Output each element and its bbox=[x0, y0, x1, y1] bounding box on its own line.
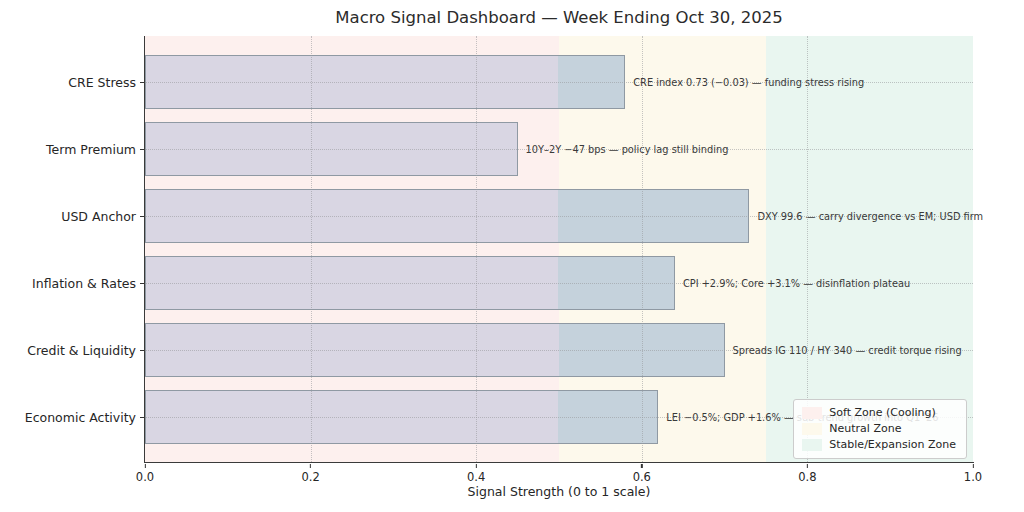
x-axis-ticks: 0.0 0.2 0.4 0.6 0.8 1.0 bbox=[145, 464, 973, 486]
macro-signal-dashboard-chart: Macro Signal Dashboard — Week Ending Oct… bbox=[0, 0, 1024, 512]
bar-row: CRE Stress CRE index 0.73 (−0.03) — fund… bbox=[145, 48, 973, 115]
y-axis-label: Term Premium bbox=[46, 141, 136, 156]
x-tick: 1.0 bbox=[964, 464, 982, 484]
bar-annotation: CPI +2.9%; Core +3.1% — disinflation pla… bbox=[683, 277, 910, 288]
legend-entry: Soft Zone (Cooling) bbox=[802, 406, 956, 419]
legend: Soft Zone (Cooling) Neutral Zone Stable/… bbox=[793, 399, 967, 459]
x-tick: 0.2 bbox=[301, 464, 319, 484]
y-axis-label: Economic Activity bbox=[25, 409, 136, 424]
legend-entry: Neutral Zone bbox=[802, 422, 956, 435]
y-axis-label: CRE Stress bbox=[68, 74, 136, 89]
x-tick-label: 1.0 bbox=[964, 470, 982, 484]
vertical-gridline bbox=[476, 36, 477, 462]
y-axis-label: Inflation & Rates bbox=[32, 275, 136, 290]
x-tick: 0.0 bbox=[136, 464, 154, 484]
x-tick: 0.8 bbox=[798, 464, 816, 484]
y-axis-label: USD Anchor bbox=[61, 208, 136, 223]
bar-annotation: Spreads IG 110 / HY 340 — credit torque … bbox=[733, 344, 962, 355]
bar-row: Inflation & Rates CPI +2.9%; Core +3.1% … bbox=[145, 249, 973, 316]
legend-label: Soft Zone (Cooling) bbox=[829, 406, 936, 419]
x-tick-label: 0.6 bbox=[633, 470, 651, 484]
bar-annotation: CRE index 0.73 (−0.03) — funding stress … bbox=[633, 76, 864, 87]
y-axis-label: Credit & Liquidity bbox=[27, 342, 136, 357]
x-tick-label: 0.2 bbox=[301, 470, 319, 484]
x-tick-label: 0.4 bbox=[467, 470, 485, 484]
x-tick-label: 0.8 bbox=[798, 470, 816, 484]
bar-row: Term Premium 10Y–2Y −47 bps — policy lag… bbox=[145, 115, 973, 182]
x-tick: 0.4 bbox=[467, 464, 485, 484]
legend-swatch bbox=[802, 439, 822, 451]
x-tick-label: 0.0 bbox=[136, 470, 154, 484]
bar-row: Credit & Liquidity Spreads IG 110 / HY 3… bbox=[145, 316, 973, 383]
bar-annotation: 10Y–2Y −47 bps — policy lag still bindin… bbox=[526, 143, 729, 154]
x-tick-mark bbox=[807, 464, 808, 468]
vertical-gridline bbox=[311, 36, 312, 462]
legend-label: Stable/Expansion Zone bbox=[829, 438, 956, 451]
x-tick-mark bbox=[310, 464, 311, 468]
y-axis-spine bbox=[144, 36, 145, 463]
chart-title: Macro Signal Dashboard — Week Ending Oct… bbox=[145, 8, 973, 27]
bar-row: USD Anchor DXY 99.6 — carry divergence v… bbox=[145, 182, 973, 249]
x-tick-mark bbox=[641, 464, 642, 468]
x-tick: 0.6 bbox=[633, 464, 651, 484]
x-tick-mark bbox=[476, 464, 477, 468]
x-tick-mark bbox=[144, 464, 145, 468]
legend-swatch bbox=[802, 407, 822, 419]
bar-annotation: DXY 99.6 — carry divergence vs EM; USD f… bbox=[757, 210, 983, 221]
vertical-gridline bbox=[642, 36, 643, 462]
legend-entry: Stable/Expansion Zone bbox=[802, 438, 956, 451]
x-axis-label: Signal Strength (0 to 1 scale) bbox=[145, 484, 973, 499]
x-tick-mark bbox=[972, 464, 973, 468]
legend-swatch bbox=[802, 423, 822, 435]
legend-label: Neutral Zone bbox=[829, 422, 901, 435]
